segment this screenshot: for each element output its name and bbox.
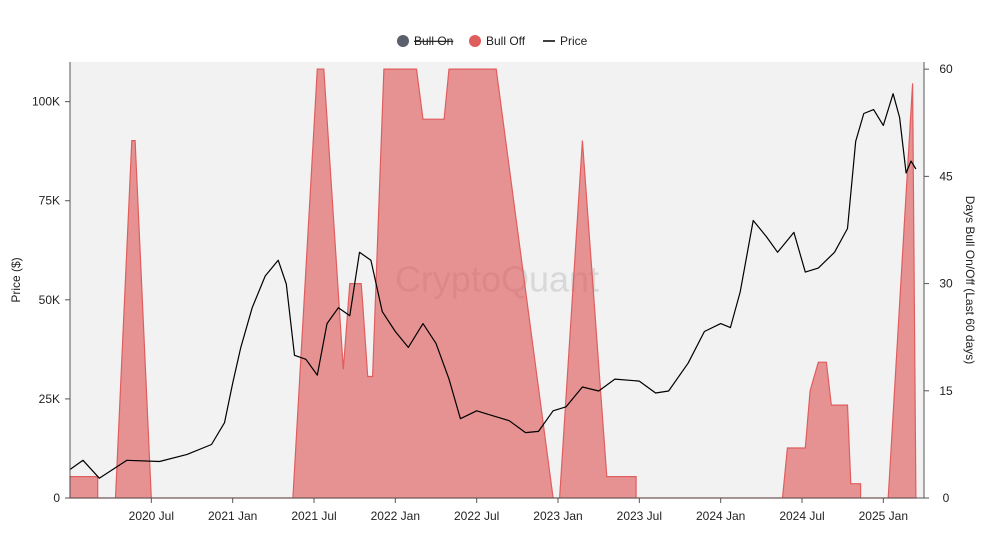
x-tick-label: 2024 Jan [696,509,745,523]
legend-label: Bull On [414,34,453,48]
x-tick-label: 2022 Jan [371,509,420,523]
y-right-tick-label: 60 [939,62,953,76]
x-tick-label: 2025 Jan [859,509,908,523]
x-tick-label: 2022 Jul [454,509,499,523]
x-tick-label: 2020 Jul [129,509,174,523]
x-tick-label: 2024 Jul [779,509,824,523]
y-left-tick-label: 50K [39,293,60,307]
legend-item[interactable]: Bull Off [469,34,526,48]
legend-item[interactable]: Bull On [397,34,453,48]
axes-layer: 0 25K 50K 75K 100K 0 15 30 45 60 2020 Jul 2021 Jan 2… [9,62,977,523]
y-left-tick-label: 75K [39,194,60,208]
legend: Bull On Bull Off Price [397,34,588,48]
x-tick-label: 2021 Jul [291,509,336,523]
legend-dot-icon [469,35,481,47]
legend-label: Bull Off [486,34,526,48]
y-right-tick-label: 30 [939,277,953,291]
x-tick-label: 2021 Jan [208,509,257,523]
x-tick-label: 2023 Jul [617,509,662,523]
y-right-tick-label: 15 [939,384,953,398]
legend-label: Price [560,34,588,48]
y-left-axis-title: Price ($) [9,257,23,302]
x-tick-label: 2023 Jan [533,509,582,523]
series-price-line [69,93,917,479]
y-right-axis-title: Days Bull On/Off (Last 60 days) [963,196,977,365]
legend-dot-icon [397,35,409,47]
y-left-tick-label: 0 [53,491,60,505]
y-left-tick-label: 100K [32,95,60,109]
y-right-tick-label: 45 [939,169,953,183]
y-left-tick-label: 25K [39,392,60,406]
y-right-tick-label: 0 [943,491,950,505]
legend-item[interactable]: Price [543,34,588,48]
